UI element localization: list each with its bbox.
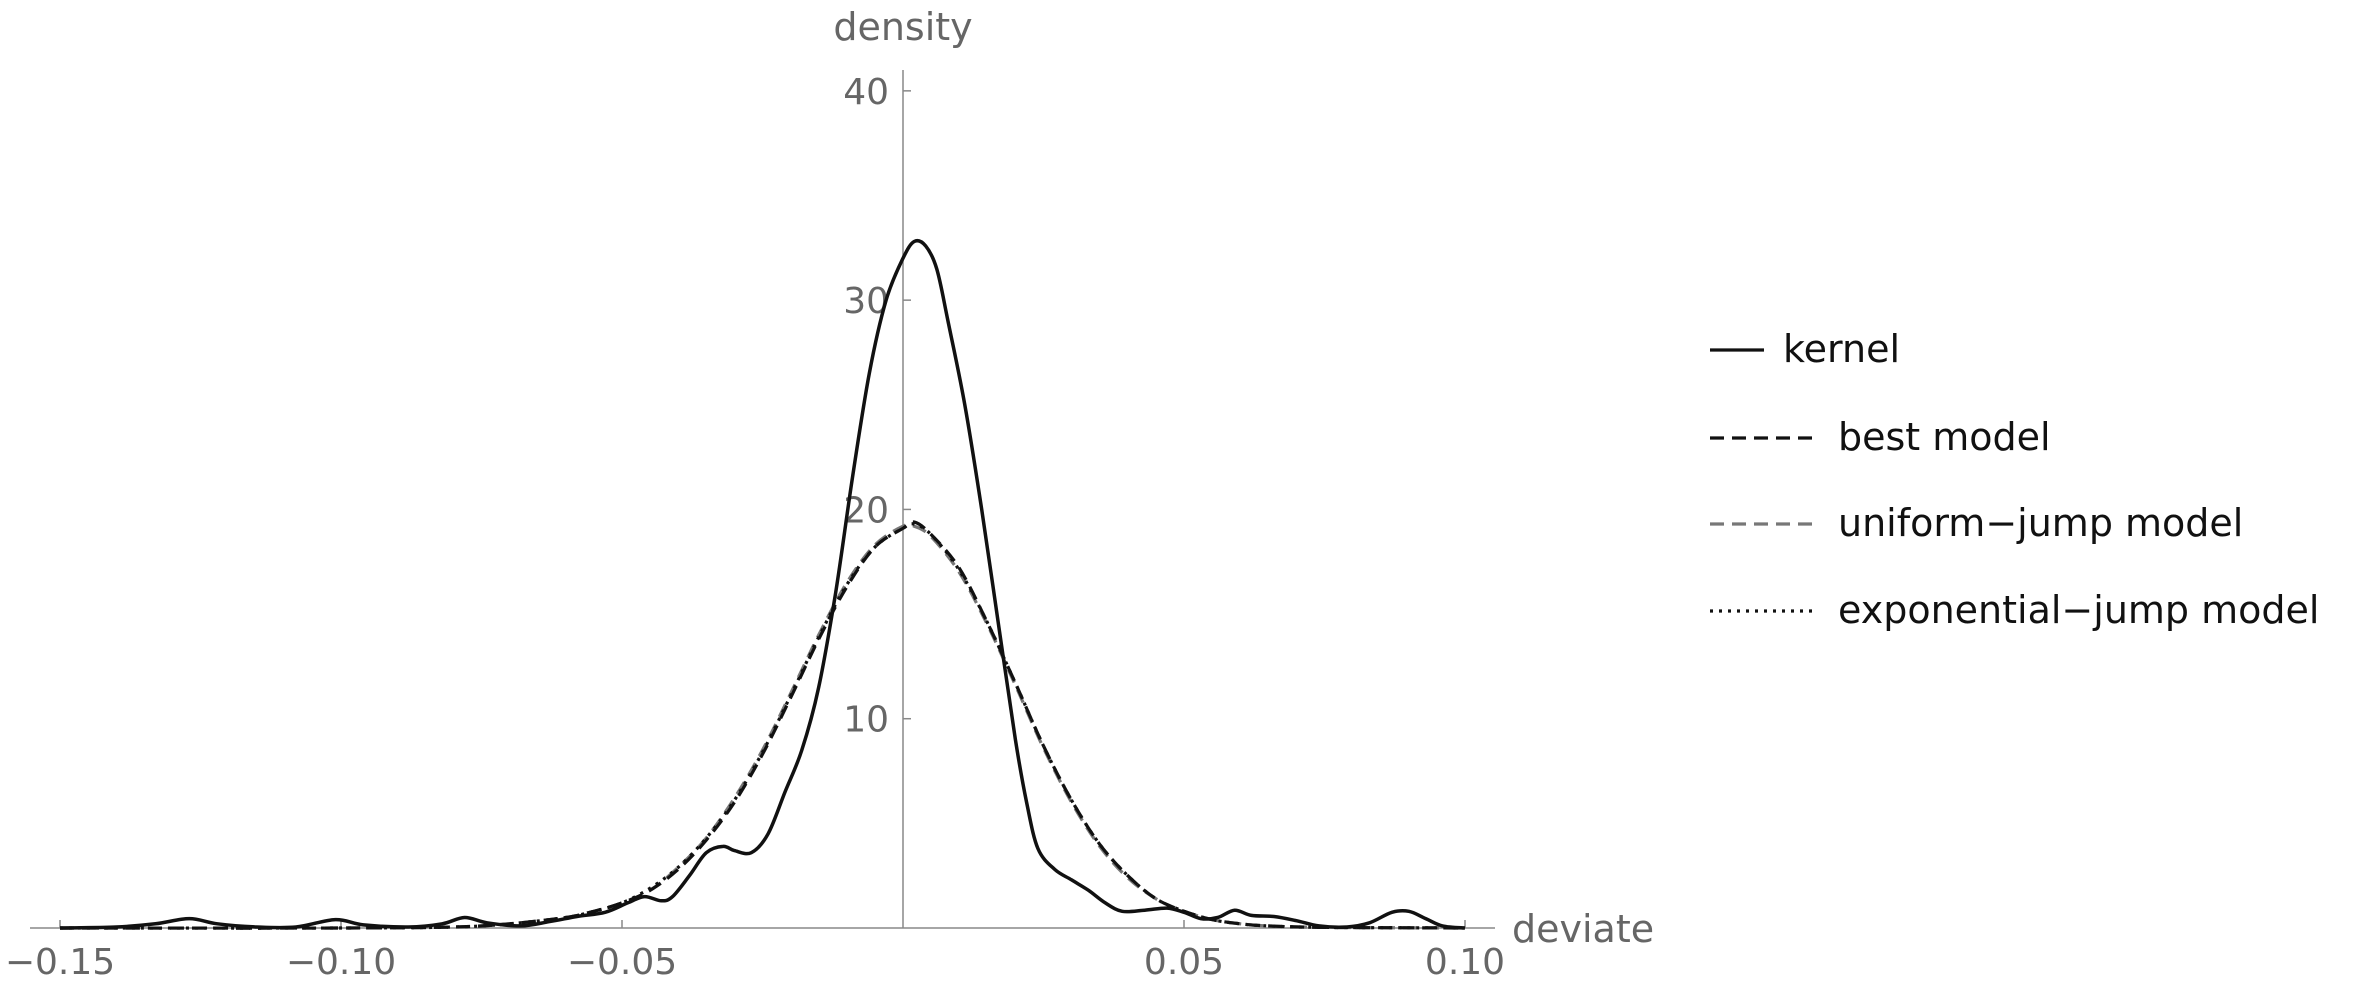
series-line-uniform-jump-model — [59, 522, 1466, 930]
legend-item-uniform-jump-model: uniform−jump model — [1710, 501, 2243, 545]
series-line-best-model — [59, 520, 1466, 930]
y-tick-label: 10 — [843, 700, 889, 741]
series-line-exponential-jump-model — [59, 522, 1466, 930]
x-ticks: −0.15 −0.10 −0.05 0.05 0.10 — [5, 920, 1505, 983]
x-tick-label: −0.05 — [567, 942, 677, 983]
legend-label-exponential-jump-model: exponential−jump model — [1838, 588, 2319, 632]
legend-item-kernel: kernel — [1710, 327, 1900, 371]
legend: kernel best model uniform−jump model exp… — [1710, 327, 2319, 632]
legend-label-kernel: kernel — [1783, 327, 1900, 371]
x-axis-title: deviate — [1512, 907, 1654, 951]
x-tick-label: −0.15 — [5, 942, 115, 983]
series-line-kernel — [59, 238, 1466, 930]
legend-item-exponential-jump-model: exponential−jump model — [1710, 588, 2319, 632]
legend-label-uniform-jump-model: uniform−jump model — [1838, 501, 2243, 545]
y-axis-title: density — [833, 5, 972, 49]
legend-label-best-model: best model — [1838, 415, 2051, 459]
x-tick-label: 0.10 — [1425, 942, 1505, 983]
x-tick-label: −0.10 — [286, 942, 396, 983]
y-tick-label: 40 — [843, 72, 889, 113]
x-tick-label: 0.05 — [1144, 942, 1224, 983]
legend-item-best-model: best model — [1710, 415, 2051, 459]
series-lines — [59, 238, 1466, 930]
